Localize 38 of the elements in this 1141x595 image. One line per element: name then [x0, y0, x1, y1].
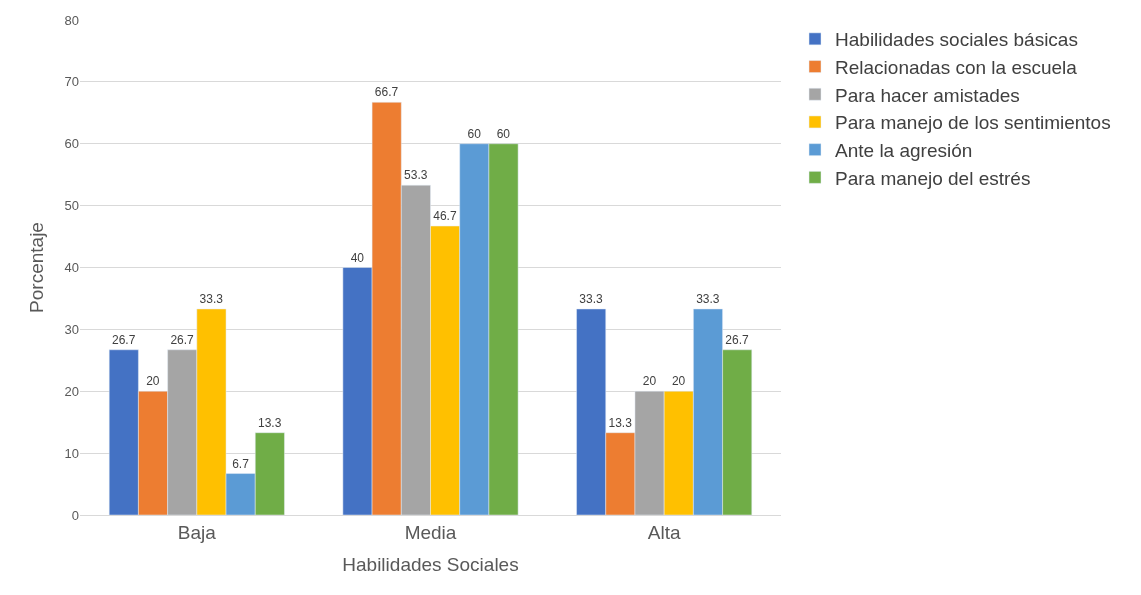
data-label: 66.7 — [374, 85, 399, 100]
y-tick-label: 20 — [64, 383, 79, 399]
y-tick-label: 40 — [64, 260, 79, 276]
data-label: 26.7 — [725, 332, 750, 347]
legend-label: Para manejo de los sentimientos — [835, 112, 1111, 134]
data-label: 33.3 — [579, 291, 603, 306]
legend-label: Para manejo del estrés — [835, 167, 1031, 189]
data-label: 20 — [146, 374, 160, 389]
data-label: 60 — [496, 126, 511, 141]
legend-label: Para hacer amistades — [835, 84, 1020, 106]
x-tick-label: Baja — [177, 521, 217, 543]
data-label: 13.3 — [608, 415, 633, 430]
y-tick-label: 30 — [64, 321, 79, 337]
x-tick-label: Media — [404, 521, 457, 543]
legend-label: Relacionadas con la escuela — [835, 56, 1078, 78]
data-label: 46.7 — [433, 209, 457, 224]
data-label: 53.3 — [404, 168, 428, 183]
data-label: 26.7 — [170, 332, 195, 347]
data-label: 20 — [642, 374, 657, 389]
data-label: 26.7 — [111, 332, 136, 347]
data-label: 40 — [350, 250, 365, 265]
data-label: 20 — [671, 374, 686, 389]
x-tick-label: Alta — [647, 521, 681, 543]
x-axis-title: Habilidades Sociales — [342, 553, 519, 575]
data-label: 13.3 — [258, 415, 282, 430]
data-label: 60 — [467, 126, 482, 141]
data-label: 33.3 — [696, 291, 720, 306]
legend-label: Ante la agresión — [835, 140, 973, 162]
data-label: 33.3 — [199, 291, 224, 306]
legend-label: Habilidades sociales básicas — [835, 29, 1078, 51]
y-axis-title: Porcentaje — [26, 222, 48, 313]
y-tick-label: 10 — [64, 445, 79, 461]
data-label: 6.7 — [232, 456, 250, 471]
y-tick-label: 70 — [64, 74, 79, 90]
y-tick-label: 50 — [64, 198, 79, 214]
y-tick-label: 0 — [71, 507, 79, 523]
y-tick-label: 80 — [64, 12, 79, 28]
y-tick-label: 60 — [64, 136, 79, 152]
